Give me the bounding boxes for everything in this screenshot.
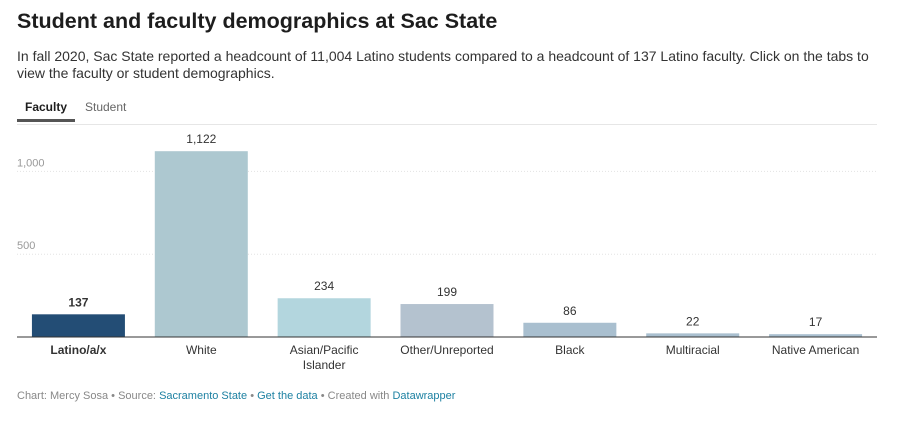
category-label: Latino/a/x [50,343,106,357]
bar-chart: 500 1,000 137 Latino/a/x 1,122 White 234 Asian/… [17,132,877,370]
chart-title: Student and faculty demographics at Sac … [17,9,498,33]
footer-separator: • [320,390,325,402]
bar [400,304,494,337]
value-label: 17 [809,315,823,329]
category-label: Native American [772,343,859,357]
bar [154,151,248,337]
bar [769,334,863,337]
value-label: 86 [563,304,577,318]
footer-separator: • [250,390,255,402]
tab-bar: Faculty Student [17,96,877,125]
category-label: Asian/Pacific [290,343,359,357]
tab-faculty[interactable]: Faculty [17,96,75,122]
category-label: Islander [303,358,346,370]
datawrapper-link[interactable]: Datawrapper [392,390,456,402]
get-data-link[interactable]: Get the data [257,390,318,402]
category-label: Other/Unreported [400,343,493,357]
bar [277,298,371,337]
y-tick-label: 500 [17,240,35,252]
chart-description: In fall 2020, Sac State reported a headc… [17,48,869,81]
value-label: 22 [686,314,700,328]
footer-created-label: Created with [327,390,390,402]
bar [31,314,125,337]
value-label: 1,122 [186,132,216,146]
bar [523,322,617,337]
category-label: White [186,343,217,357]
source-link[interactable]: Sacramento State [159,390,248,402]
value-label: 199 [437,285,457,299]
value-label: 234 [314,279,334,293]
footer-source-label: Source: [118,390,156,402]
category-label: Black [555,343,585,357]
tab-student[interactable]: Student [85,100,127,114]
chart-footer: Chart: Mercy Sosa • Source: Sacramento S… [17,390,455,402]
y-tick-label: 1,000 [17,157,45,169]
category-label: Multiracial [666,343,720,357]
bar [646,333,740,337]
footer-separator: • [111,390,116,402]
value-label: 137 [68,295,88,309]
footer-credit: Chart: Mercy Sosa [17,390,109,402]
